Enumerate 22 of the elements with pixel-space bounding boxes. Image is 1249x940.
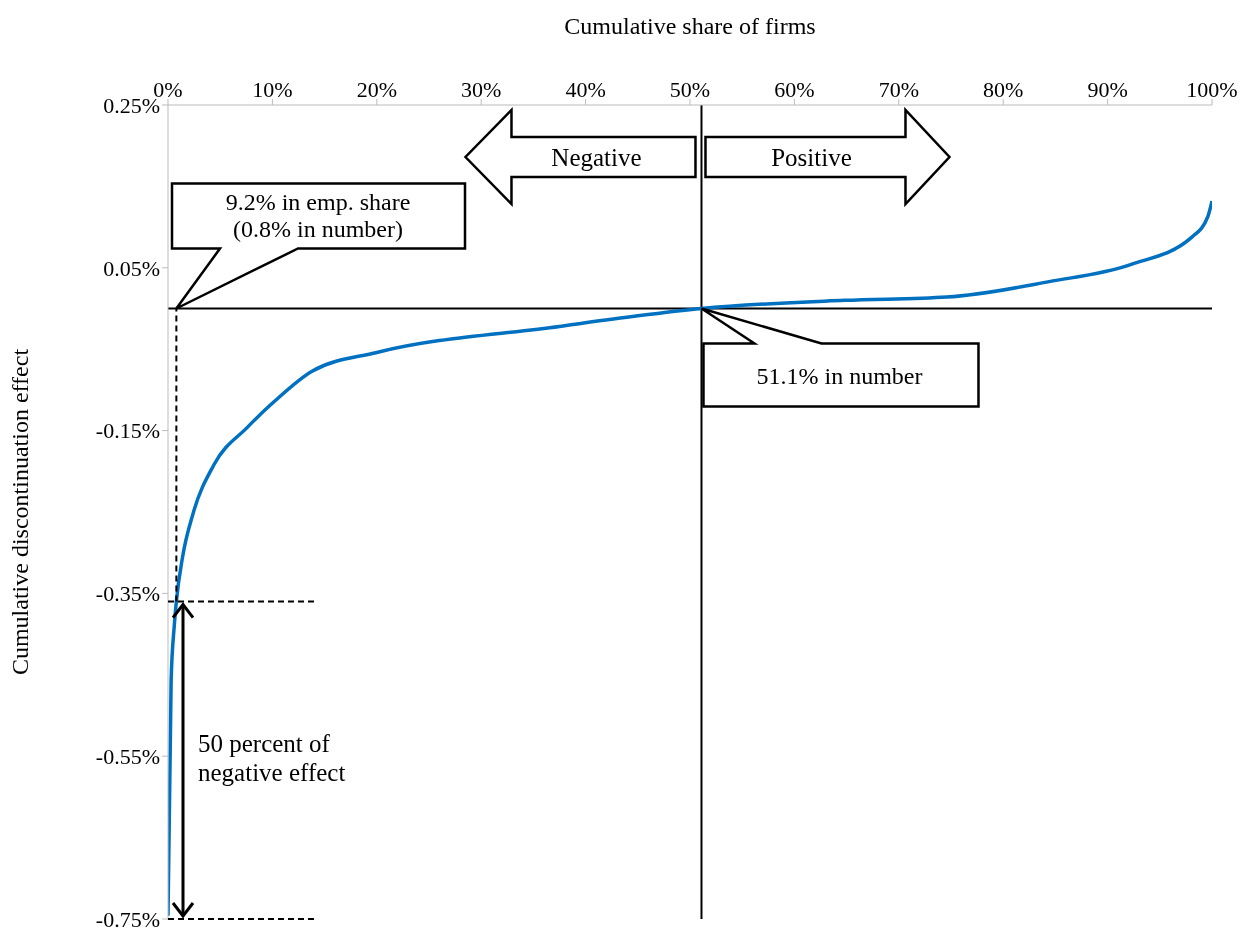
x-tick-label: 40% [565,77,606,102]
annotation: 50 percent of negative effect [198,730,346,787]
y-axis-title: Cumulative discontinuation effect [7,348,33,676]
x-tick-label: 70% [878,77,919,102]
y-tick-label: 0.05% [103,255,160,281]
annotation: Positive [771,144,852,171]
x-axis-title: Cumulative share of firms [564,13,816,39]
x-tick-label: 90% [1087,77,1128,102]
annotation: 51.1% in number [756,362,923,389]
x-tick-label: 80% [983,77,1024,102]
y-tick-label: -0.75% [95,906,160,932]
x-tick-label: 100% [1186,77,1238,102]
x-tick-label: 60% [774,77,815,102]
x-tick-label: 30% [461,77,502,102]
y-tick-label: -0.55% [95,744,160,770]
x-tick-label: 20% [356,77,397,102]
y-tick-label: -0.35% [95,581,160,607]
annotation: Negative [551,144,642,171]
annotation: 9.2% in emp. share (0.8% in number) [225,188,411,243]
y-tick-label: -0.15% [95,418,160,444]
x-tick-label: 50% [669,77,711,102]
x-tick-label: 10% [252,77,293,102]
